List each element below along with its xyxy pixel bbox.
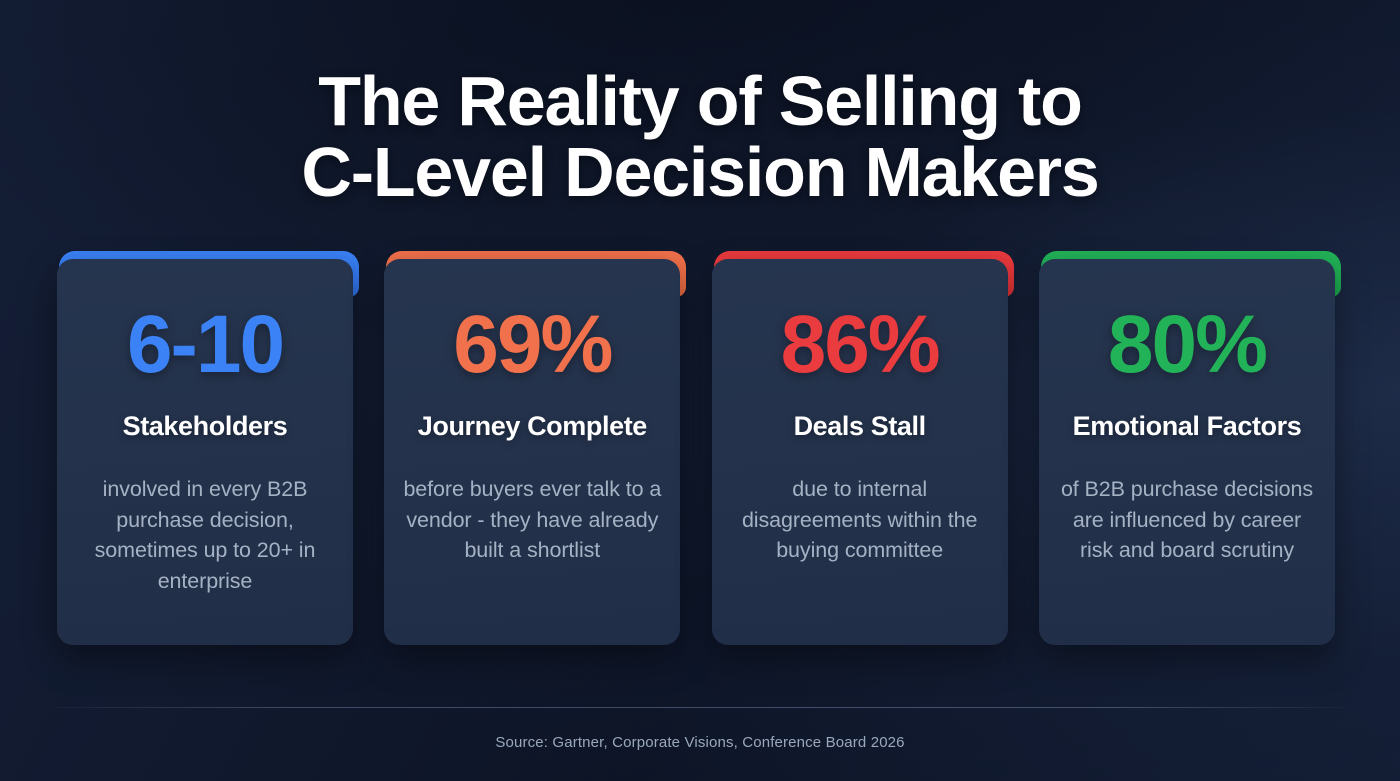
stat-card-deals-stall: 86% Deals Stall due to internal disagree…: [711, 251, 1016, 645]
stat-value: 6-10: [126, 299, 285, 390]
title-line-1: The Reality of Selling to: [318, 62, 1083, 140]
title-line-2: C-Level Decision Makers: [301, 133, 1099, 211]
stat-value: 86%: [780, 299, 941, 390]
card-body: 86% Deals Stall due to internal disagree…: [711, 259, 1008, 645]
card-body: 6-10 Stakeholders involved in every B2B …: [57, 259, 353, 645]
stat-description: due to internal disagreements within the…: [741, 477, 978, 562]
stat-value: 69%: [453, 299, 613, 390]
footer-source-text: Source: Gartner, Corporate Visions, Conf…: [495, 734, 905, 751]
stat-label: Journey Complete: [417, 411, 648, 441]
stat-card-stakeholders: 6-10 Stakeholders involved in every B2B …: [57, 251, 361, 645]
stat-description: involved in every B2B purchase decision,…: [94, 477, 316, 593]
page-title: The Reality of Selling to C-Level Decisi…: [0, 66, 1400, 208]
stat-label: Emotional Factors: [1072, 411, 1302, 441]
stat-label: Stakeholders: [122, 411, 288, 441]
stat-card-journey-complete: 69% Journey Complete before buyers ever …: [384, 251, 688, 645]
card-body: 69% Journey Complete before buyers ever …: [384, 259, 681, 645]
stat-description: of B2B purchase decisions are influenced…: [1060, 477, 1314, 562]
footer-divider: [57, 707, 1343, 708]
stat-description: before buyers ever talk to a vendor - th…: [403, 477, 662, 562]
stat-label: Deals Stall: [793, 411, 927, 441]
stat-card-emotional-factors: 80% Emotional Factors of B2B purchase de…: [1038, 251, 1343, 645]
card-body: 80% Emotional Factors of B2B purchase de…: [1038, 259, 1335, 645]
stat-cards-row: 6-10 Stakeholders involved in every B2B …: [57, 251, 1343, 645]
stat-value: 80%: [1107, 299, 1268, 390]
